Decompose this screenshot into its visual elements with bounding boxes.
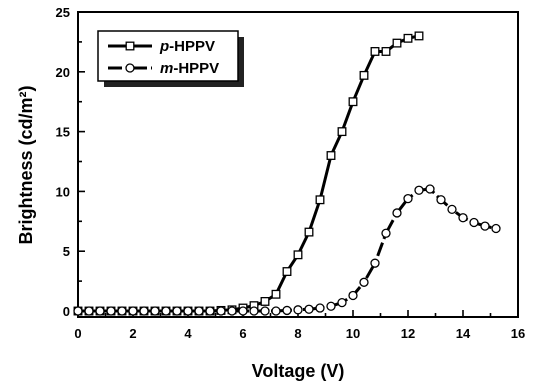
legend-items: p-HPPV m-HPPV <box>108 38 219 77</box>
circle-marker <box>238 306 248 316</box>
square-marker <box>282 267 292 276</box>
circle-marker <box>348 290 358 301</box>
legend-label: p-HPPV <box>159 38 215 55</box>
circle-marker <box>425 184 435 194</box>
square-marker <box>337 127 347 137</box>
circle-marker <box>106 306 116 316</box>
y-tick-label: 15 <box>56 125 70 140</box>
circle-marker <box>480 221 490 231</box>
circle-marker <box>370 258 380 268</box>
square-marker <box>392 38 402 48</box>
x-tick-label: 10 <box>346 326 360 341</box>
square-marker <box>293 250 303 260</box>
square-marker <box>403 33 413 43</box>
square-marker <box>315 195 325 205</box>
square-marker <box>381 47 391 56</box>
x-tick-label: 8 <box>294 326 301 341</box>
y-tick-label: 0 <box>63 304 70 319</box>
circle-marker <box>315 303 325 313</box>
circle-marker <box>414 185 424 195</box>
square-marker <box>271 289 281 299</box>
y-tick-label: 10 <box>56 184 70 199</box>
circle-marker <box>172 306 182 316</box>
circle-marker <box>282 305 292 316</box>
x-tick-label: 12 <box>401 326 415 341</box>
y-tick-label: 5 <box>63 244 70 259</box>
circle-marker <box>183 306 193 316</box>
circle-marker <box>304 304 314 314</box>
x-tick-label: 6 <box>239 326 246 341</box>
y-axis-title: Brightness (cd/m²) <box>16 85 36 244</box>
circle-marker <box>128 306 138 316</box>
x-tick-label: 16 <box>511 326 525 341</box>
x-axis-title: Voltage (V) <box>252 361 345 381</box>
legend-box <box>97 30 239 82</box>
series-group <box>73 31 501 316</box>
circle-marker <box>84 306 94 316</box>
circle-marker <box>73 306 83 316</box>
circle-marker <box>469 217 479 228</box>
square-marker <box>304 227 314 237</box>
circle-marker <box>139 306 149 316</box>
x-tick-label: 14 <box>456 326 471 341</box>
circle-marker <box>95 306 105 316</box>
square-marker <box>260 297 270 306</box>
circle-marker <box>403 193 413 204</box>
legend-label: m-HPPV <box>160 60 219 77</box>
circle-marker <box>227 306 237 316</box>
circle-marker <box>205 306 215 316</box>
circle-marker <box>249 306 259 316</box>
circle-marker <box>194 306 204 316</box>
series-m-HPPV <box>73 184 501 316</box>
ticks-group: 0 2 4 6 8 10 12 14 16 0 5 10 15 20 25 <box>56 5 526 341</box>
x-tick-label: 4 <box>184 326 192 341</box>
circle-marker <box>491 223 501 234</box>
circle-marker <box>436 195 446 205</box>
y-tick-label: 20 <box>56 65 70 80</box>
circle-marker <box>271 306 281 316</box>
circle-marker <box>260 306 270 316</box>
legend-entry: m-HPPV <box>108 60 219 77</box>
circle-marker <box>216 306 226 316</box>
circle-marker <box>326 301 336 311</box>
circle-marker <box>359 277 369 287</box>
circle-marker <box>392 208 402 218</box>
circle-marker <box>337 297 347 308</box>
x-tick-label: 2 <box>129 326 136 341</box>
circle-marker <box>117 306 127 316</box>
legend-marker <box>125 63 135 73</box>
circle-marker <box>161 306 171 316</box>
circle-marker <box>150 306 160 316</box>
legend-marker <box>125 41 135 51</box>
square-marker <box>414 31 424 41</box>
square-marker <box>370 47 380 56</box>
circle-marker <box>293 305 303 315</box>
legend-entry: p-HPPV <box>108 38 215 55</box>
circle-marker <box>447 204 457 215</box>
square-marker <box>348 97 358 107</box>
x-tick-label: 0 <box>74 326 81 341</box>
series-line <box>78 187 497 313</box>
legend: p-HPPV m-HPPV <box>97 30 244 87</box>
square-marker <box>359 70 369 80</box>
circle-marker <box>458 213 468 223</box>
y-tick-label: 25 <box>56 5 70 20</box>
square-marker <box>326 151 336 160</box>
circle-marker <box>381 228 391 238</box>
